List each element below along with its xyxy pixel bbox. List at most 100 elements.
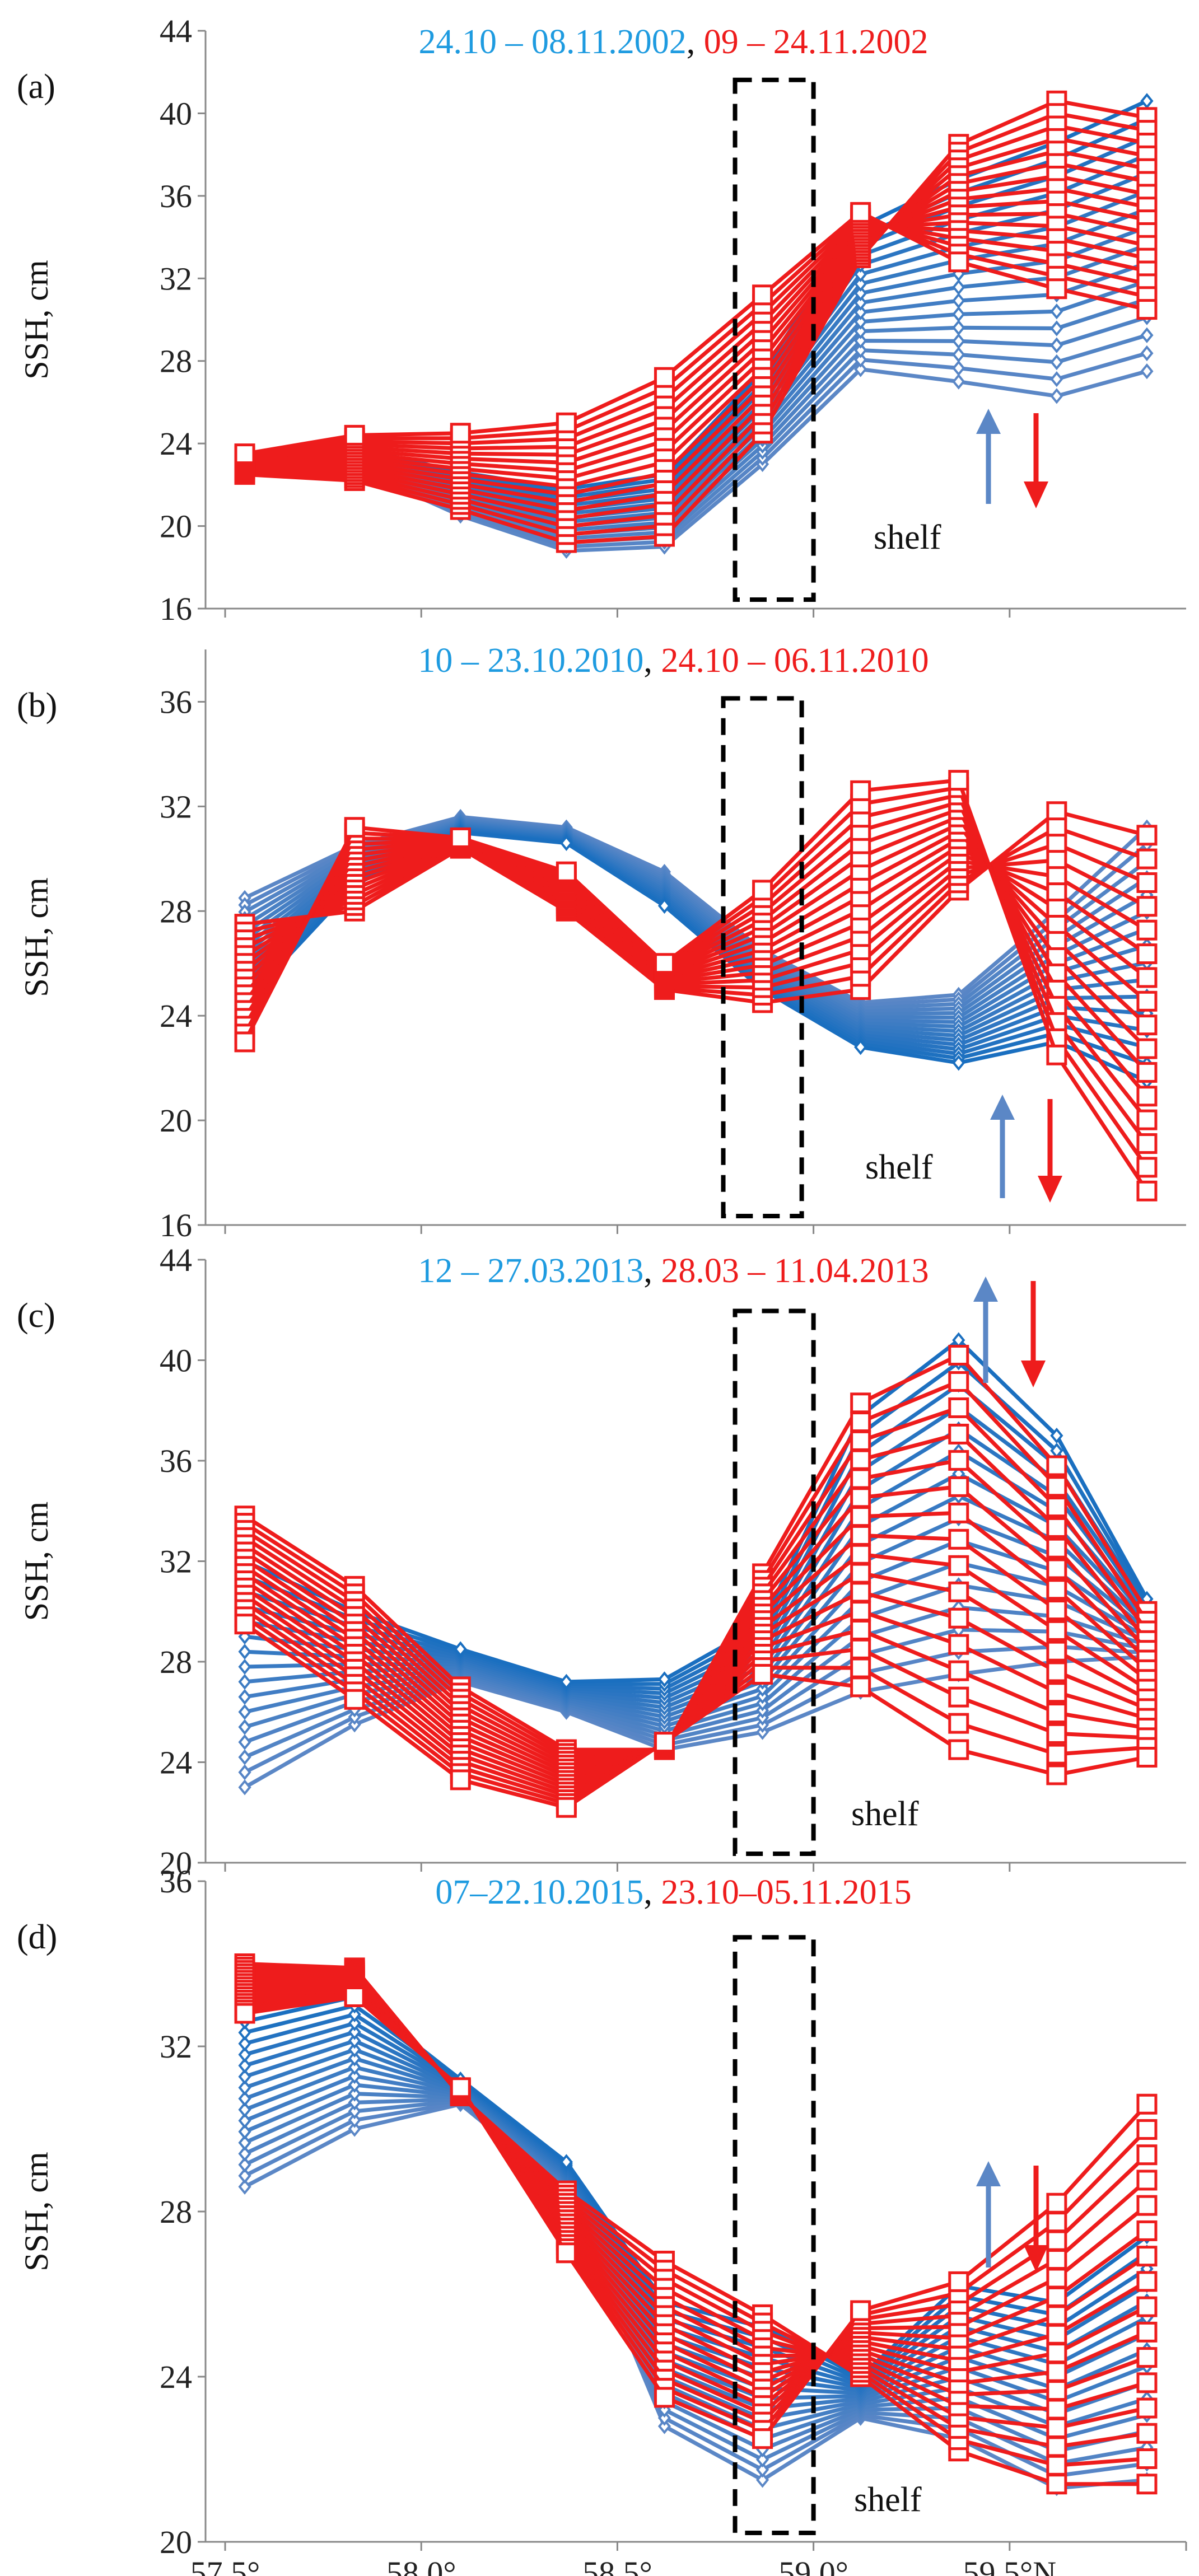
red-point (1136, 2321, 1158, 2343)
y-tick-label: 32 (160, 1544, 192, 1580)
red-point (850, 1430, 871, 1451)
y-tick-label: 28 (160, 1644, 192, 1680)
red-point (1046, 2380, 1067, 2401)
red-point (1136, 1133, 1158, 1154)
red-point (344, 424, 365, 446)
red-line (243, 836, 1149, 1003)
blue-point (348, 2024, 361, 2040)
y-tick-label: 44 (160, 13, 192, 49)
red-point (948, 1686, 969, 1708)
red-point (654, 953, 675, 974)
y-tick-label: 40 (160, 95, 192, 132)
red-point (1046, 2286, 1067, 2307)
red-point (1136, 2448, 1158, 2470)
red-point (850, 202, 871, 223)
title-separator: , (643, 1873, 661, 1911)
blue-point (755, 2462, 769, 2478)
red-line (244, 186, 1147, 489)
red-point (1136, 2296, 1158, 2317)
panel-c: 20 24 28 32 36 40 44 SSH, cm (c) 12 – 27.03.2013,… (17, 1242, 1186, 1881)
red-point (1136, 1747, 1158, 1768)
title-red: 23.10–05.11.2015 (661, 1873, 911, 1911)
up-arrow-head-icon (976, 409, 1001, 434)
red-point (1136, 1014, 1158, 1036)
red-point (752, 2428, 773, 2449)
red-point (1136, 2246, 1158, 2267)
blue-point (348, 2059, 361, 2075)
red-line (244, 810, 1147, 1005)
y-tick-label: 24 (160, 426, 192, 462)
red-point (1046, 2192, 1067, 2214)
title-separator: , (687, 23, 704, 61)
blue-point (854, 342, 867, 358)
blue-point (952, 373, 965, 390)
blue-point (1050, 388, 1063, 404)
blue-point (238, 2091, 251, 2107)
dashed-box (733, 77, 816, 602)
red-point (556, 861, 577, 882)
red-point (654, 367, 675, 388)
down-arrow-head-icon (1024, 2245, 1048, 2272)
red-point (1046, 1537, 1067, 1559)
red-line (244, 1615, 1147, 1806)
blue-point (854, 294, 867, 311)
shelf-label: shelf (874, 518, 941, 557)
blue-point (952, 292, 965, 309)
red-series (234, 770, 1158, 1201)
red-point (850, 1468, 871, 1489)
red-point (1046, 1703, 1067, 1724)
blue-point (238, 2178, 251, 2195)
blue-point (755, 2472, 769, 2488)
red-point (850, 1525, 871, 1546)
red-point (1046, 2455, 1067, 2476)
red-line (243, 842, 1149, 981)
red-point (1046, 2305, 1067, 2326)
panel-d: 20 24 28 32 36 57.5° 58.0° 58.5° 59.0° 59.5°N SSH,… (17, 1863, 1187, 2576)
red-point (948, 1371, 969, 1392)
red-point (1136, 2093, 1158, 2115)
red-line (244, 844, 1148, 987)
red-point (1046, 1517, 1067, 1538)
red-point (1046, 2343, 1067, 2364)
blue-point (559, 1673, 573, 1690)
shelf-label: shelf (854, 2481, 922, 2519)
red-point (948, 2271, 969, 2292)
red-line (243, 829, 1149, 1027)
red-point (948, 1634, 969, 1655)
red-series (234, 1525, 1158, 1787)
red-point (1136, 1062, 1158, 1083)
red-point (1136, 872, 1158, 893)
y-tick-label: 16 (160, 1207, 192, 1243)
red-point (1046, 1640, 1067, 1662)
blue-point (238, 1689, 251, 1705)
red-point (1136, 1157, 1158, 1178)
red-point (850, 1582, 871, 1603)
red-point (1046, 2268, 1067, 2289)
y-tick-label: 40 (160, 1343, 192, 1379)
red-point (1046, 2417, 1067, 2438)
red-line (244, 149, 1147, 513)
red-line (244, 210, 1147, 456)
red-line (244, 213, 1147, 457)
blue-point (348, 2095, 361, 2111)
blue-point (454, 1641, 467, 1657)
blue-point (238, 2058, 251, 2074)
blue-point (952, 320, 965, 336)
blue-point (952, 306, 965, 322)
red-point (234, 443, 255, 465)
red-point (752, 1663, 773, 1685)
red-point (948, 1423, 969, 1444)
red-point (850, 1563, 871, 1584)
x-tick-label: 58.0° (386, 2555, 456, 2576)
red-series (234, 1975, 1158, 2400)
panel-label: (d) (17, 1918, 57, 1956)
red-point (1046, 1579, 1067, 1600)
red-point (1046, 2436, 1067, 2457)
blue-point (348, 2015, 361, 2031)
red-point (1136, 2119, 1158, 2140)
red-point (948, 1528, 969, 1550)
red-point (850, 1601, 871, 1622)
dashed-box (733, 1935, 816, 2535)
title-separator: , (643, 642, 661, 680)
red-point (850, 1676, 871, 1698)
